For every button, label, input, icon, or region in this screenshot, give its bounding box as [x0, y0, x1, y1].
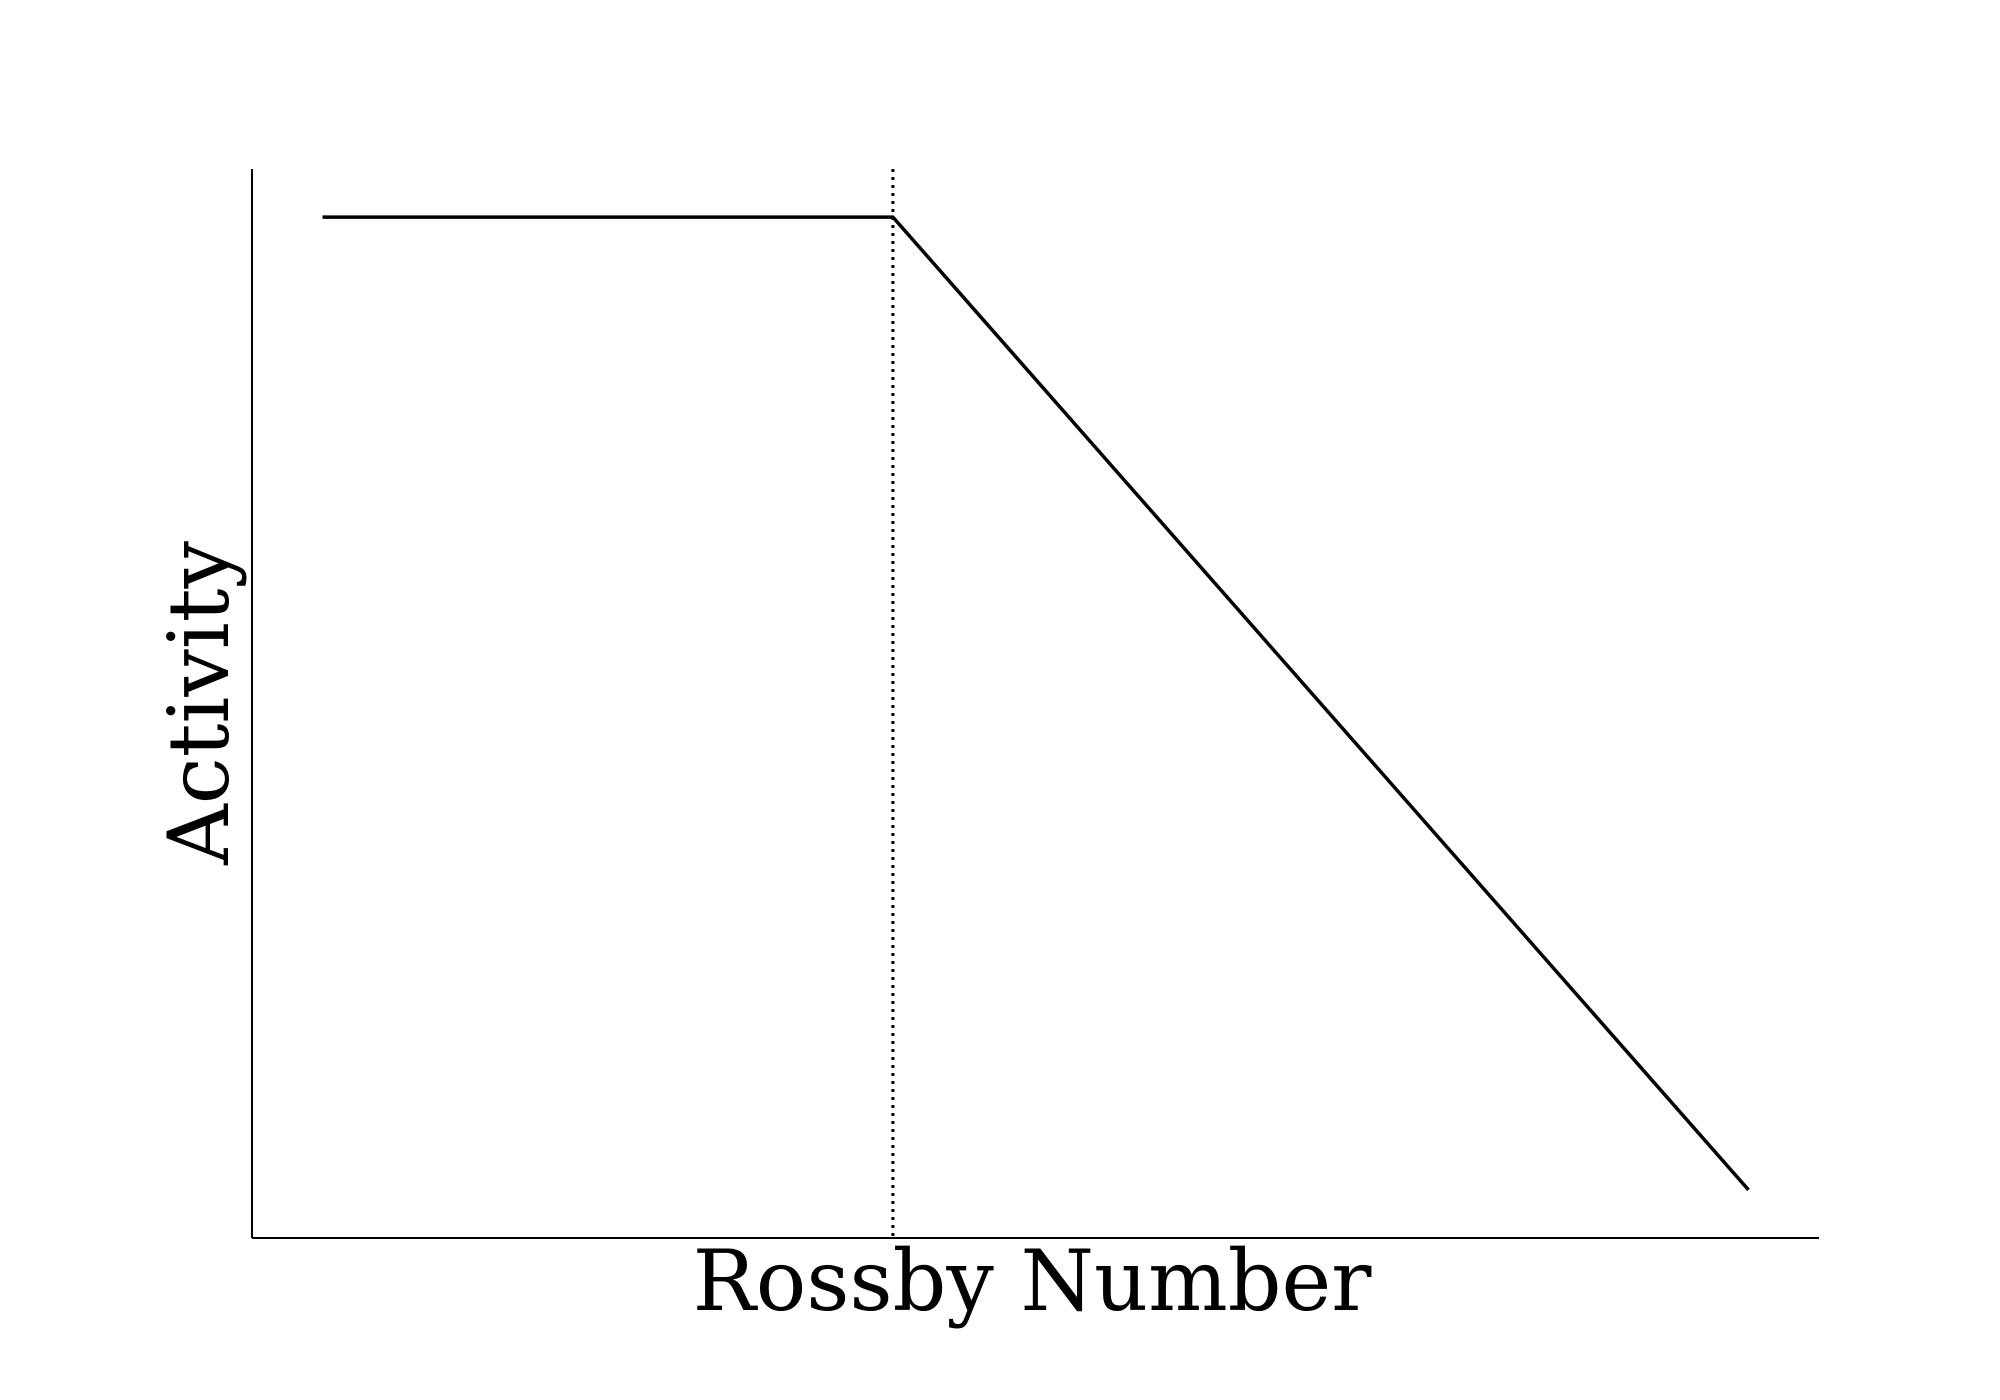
series-lines [322, 215, 1750, 1192]
x-axis-label: Rossby Number [693, 1232, 1373, 1330]
y-axis-label: Activity [150, 541, 248, 866]
series-line-0 [322, 215, 1750, 1192]
